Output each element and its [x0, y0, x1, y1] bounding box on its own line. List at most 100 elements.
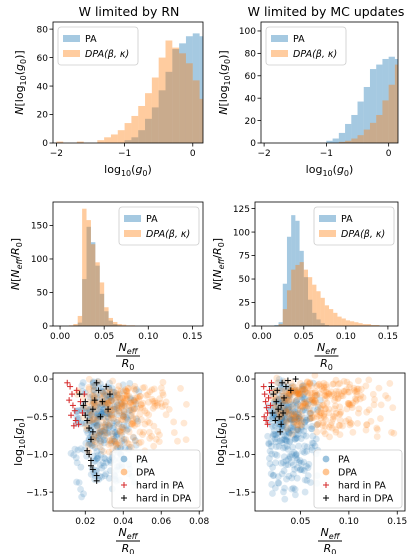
scatter-point-dpa — [90, 441, 98, 449]
scatter-point-pa — [93, 447, 101, 455]
scatter-point-dpa — [335, 388, 343, 396]
scatter-point-dpa — [356, 395, 364, 403]
scatter-point-dpa — [292, 389, 300, 397]
hist-bar-pa — [274, 325, 279, 326]
scatter-point-pa — [73, 478, 80, 486]
scatter-point-dpa — [362, 382, 370, 390]
scatter-point-dpa — [85, 385, 93, 393]
hard-dpa-marker — [287, 387, 294, 394]
hist-bar-dpa — [295, 264, 300, 326]
scatter-point-dpa — [88, 410, 96, 418]
scatter-point-pa — [105, 396, 113, 404]
scatter-point-pa — [96, 403, 104, 411]
scatter-point-pa — [97, 405, 105, 413]
scatter-point-pa — [308, 422, 316, 430]
y-tick-label: 80 — [37, 25, 49, 35]
scatter-point-pa — [309, 432, 317, 440]
scatter-point-dpa — [345, 416, 353, 423]
hard-dpa-marker — [86, 451, 93, 458]
scatter-point-dpa — [296, 390, 303, 398]
scatter-point-dpa — [298, 421, 306, 429]
scatter-point-dpa — [336, 380, 344, 387]
scatter-point-dpa — [300, 400, 307, 408]
hist-bar-dpa — [324, 305, 330, 326]
scatter-point-pa — [121, 438, 128, 446]
scatter-point-pa — [286, 416, 294, 424]
scatter-point-pa — [273, 443, 280, 451]
scatter-point-dpa — [324, 389, 332, 397]
scatter-point-dpa — [138, 416, 145, 423]
scatter-point-pa — [307, 479, 314, 486]
scatter-point-dpa — [131, 387, 139, 394]
scatter-point-dpa — [330, 380, 338, 388]
scatter-point-dpa — [105, 448, 113, 456]
hist-bar-pa — [363, 86, 370, 143]
scatter-point-dpa — [348, 404, 356, 412]
scatter-point-dpa — [120, 425, 128, 432]
hard-dpa-marker — [87, 462, 94, 469]
y-axis-label: N[Neff/R0] — [9, 238, 24, 290]
plot-area — [56, 33, 241, 143]
scatter-point-dpa — [382, 392, 389, 399]
scatter-point-dpa — [311, 373, 319, 379]
scatter-point-pa — [308, 425, 315, 433]
scatter-point-dpa — [296, 402, 304, 410]
scatter-point-dpa — [122, 391, 129, 399]
scatter-point-pa — [281, 495, 289, 503]
hard-pa-marker — [64, 379, 71, 386]
scatter-point-pa — [283, 442, 291, 450]
scatter-point-dpa — [313, 421, 321, 429]
legend-marker — [322, 468, 330, 476]
legend-swatch — [319, 215, 336, 222]
scatter-point-pa — [281, 399, 289, 407]
hist-bar-pa — [326, 140, 333, 143]
plot-area — [274, 215, 380, 326]
scatter-point-dpa — [343, 405, 351, 413]
hist-bar-pa — [234, 124, 241, 143]
scatter-point-pa — [132, 441, 140, 449]
hist-bar-pa — [357, 101, 364, 143]
hist-bar-dpa — [401, 47, 407, 143]
scatter-point-pa — [72, 454, 80, 462]
scatter-point-dpa — [354, 419, 361, 427]
hard-dpa-marker — [89, 428, 96, 435]
scatter-point-dpa — [156, 395, 164, 403]
scatter-point-dpa — [107, 397, 115, 405]
scatter-point-dpa — [309, 389, 316, 397]
scatter-point-dpa — [90, 382, 98, 390]
x-tick-label: 0.00 — [252, 332, 272, 342]
hist-bar-dpa — [291, 269, 296, 326]
scatter-point-dpa — [313, 428, 321, 436]
scatter-point-dpa — [303, 378, 311, 386]
scatter-point-dpa — [338, 390, 346, 398]
hist-bar-dpa — [407, 32, 413, 143]
scatter-point-pa — [301, 395, 309, 403]
scatter-point-dpa — [90, 399, 98, 407]
hist-bar-dpa — [172, 47, 180, 143]
legend-swatch — [124, 215, 141, 222]
scatter-point-pa — [292, 386, 300, 394]
hist-bar-dpa — [104, 137, 111, 143]
scatter-point-dpa — [285, 406, 293, 414]
scatter-point-dpa — [129, 402, 137, 409]
scatter-point-pa — [285, 392, 293, 399]
scatter-point-dpa — [318, 409, 325, 417]
scatter-point-dpa — [296, 415, 304, 423]
scatter-point-pa — [292, 388, 300, 396]
scatter-point-dpa — [274, 379, 281, 387]
scatter-point-pa — [304, 400, 312, 408]
scatter-point-dpa — [317, 382, 325, 390]
scatter-point-dpa — [339, 392, 347, 400]
scatter-point-dpa — [290, 411, 298, 419]
scatter-point-dpa — [304, 383, 312, 390]
scatter-point-dpa — [106, 420, 114, 428]
scatter-point-dpa — [351, 386, 358, 394]
hist-bar-dpa — [179, 53, 186, 143]
x-tick-label: 0.05 — [294, 332, 314, 342]
scatter-point-dpa — [88, 401, 96, 408]
hist-bar-dpa — [56, 141, 64, 143]
x-tick-label: 0.00 — [50, 332, 70, 342]
scatter-point-dpa — [311, 392, 319, 399]
y-tick-label: 150 — [31, 222, 48, 232]
scatter-point-pa — [297, 459, 305, 467]
